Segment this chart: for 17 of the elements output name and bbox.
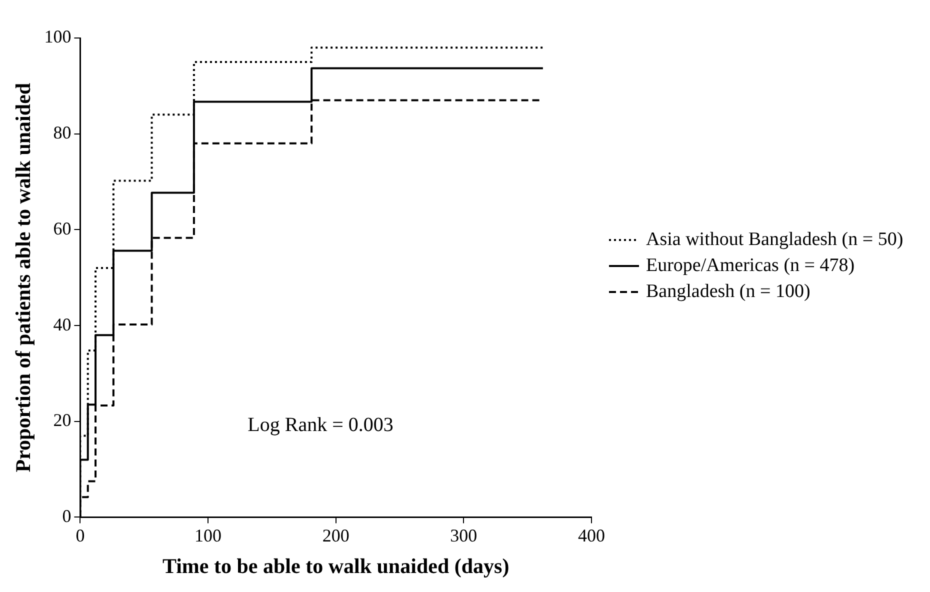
y-tick-label: 100	[44, 26, 72, 47]
y-tick-label: 0	[62, 506, 72, 526]
x-tick-label: 200	[322, 526, 350, 546]
legend-label: Europe/Americas (n = 478)	[646, 255, 855, 277]
x-tick-label: 100	[194, 526, 222, 546]
y-tick-label: 60	[53, 218, 72, 238]
y-tick-label: 20	[53, 410, 72, 430]
annotation: Log Rank = 0.003	[248, 414, 394, 436]
x-tick-label: 300	[450, 526, 478, 546]
x-tick-label: 0	[76, 526, 85, 546]
legend-label: Asia without Bangladesh (n = 50)	[646, 229, 904, 251]
y-tick-label: 40	[53, 314, 72, 334]
y-tick-label: 80	[53, 122, 72, 143]
x-tick-label: 400	[578, 526, 605, 546]
legend-label: Bangladesh (n = 100)	[646, 281, 810, 303]
y-axis-title: Proportion of patients able to walk unaided	[11, 82, 36, 472]
x-axis-title: Time to be able to walk unaided (days)	[162, 554, 510, 578]
